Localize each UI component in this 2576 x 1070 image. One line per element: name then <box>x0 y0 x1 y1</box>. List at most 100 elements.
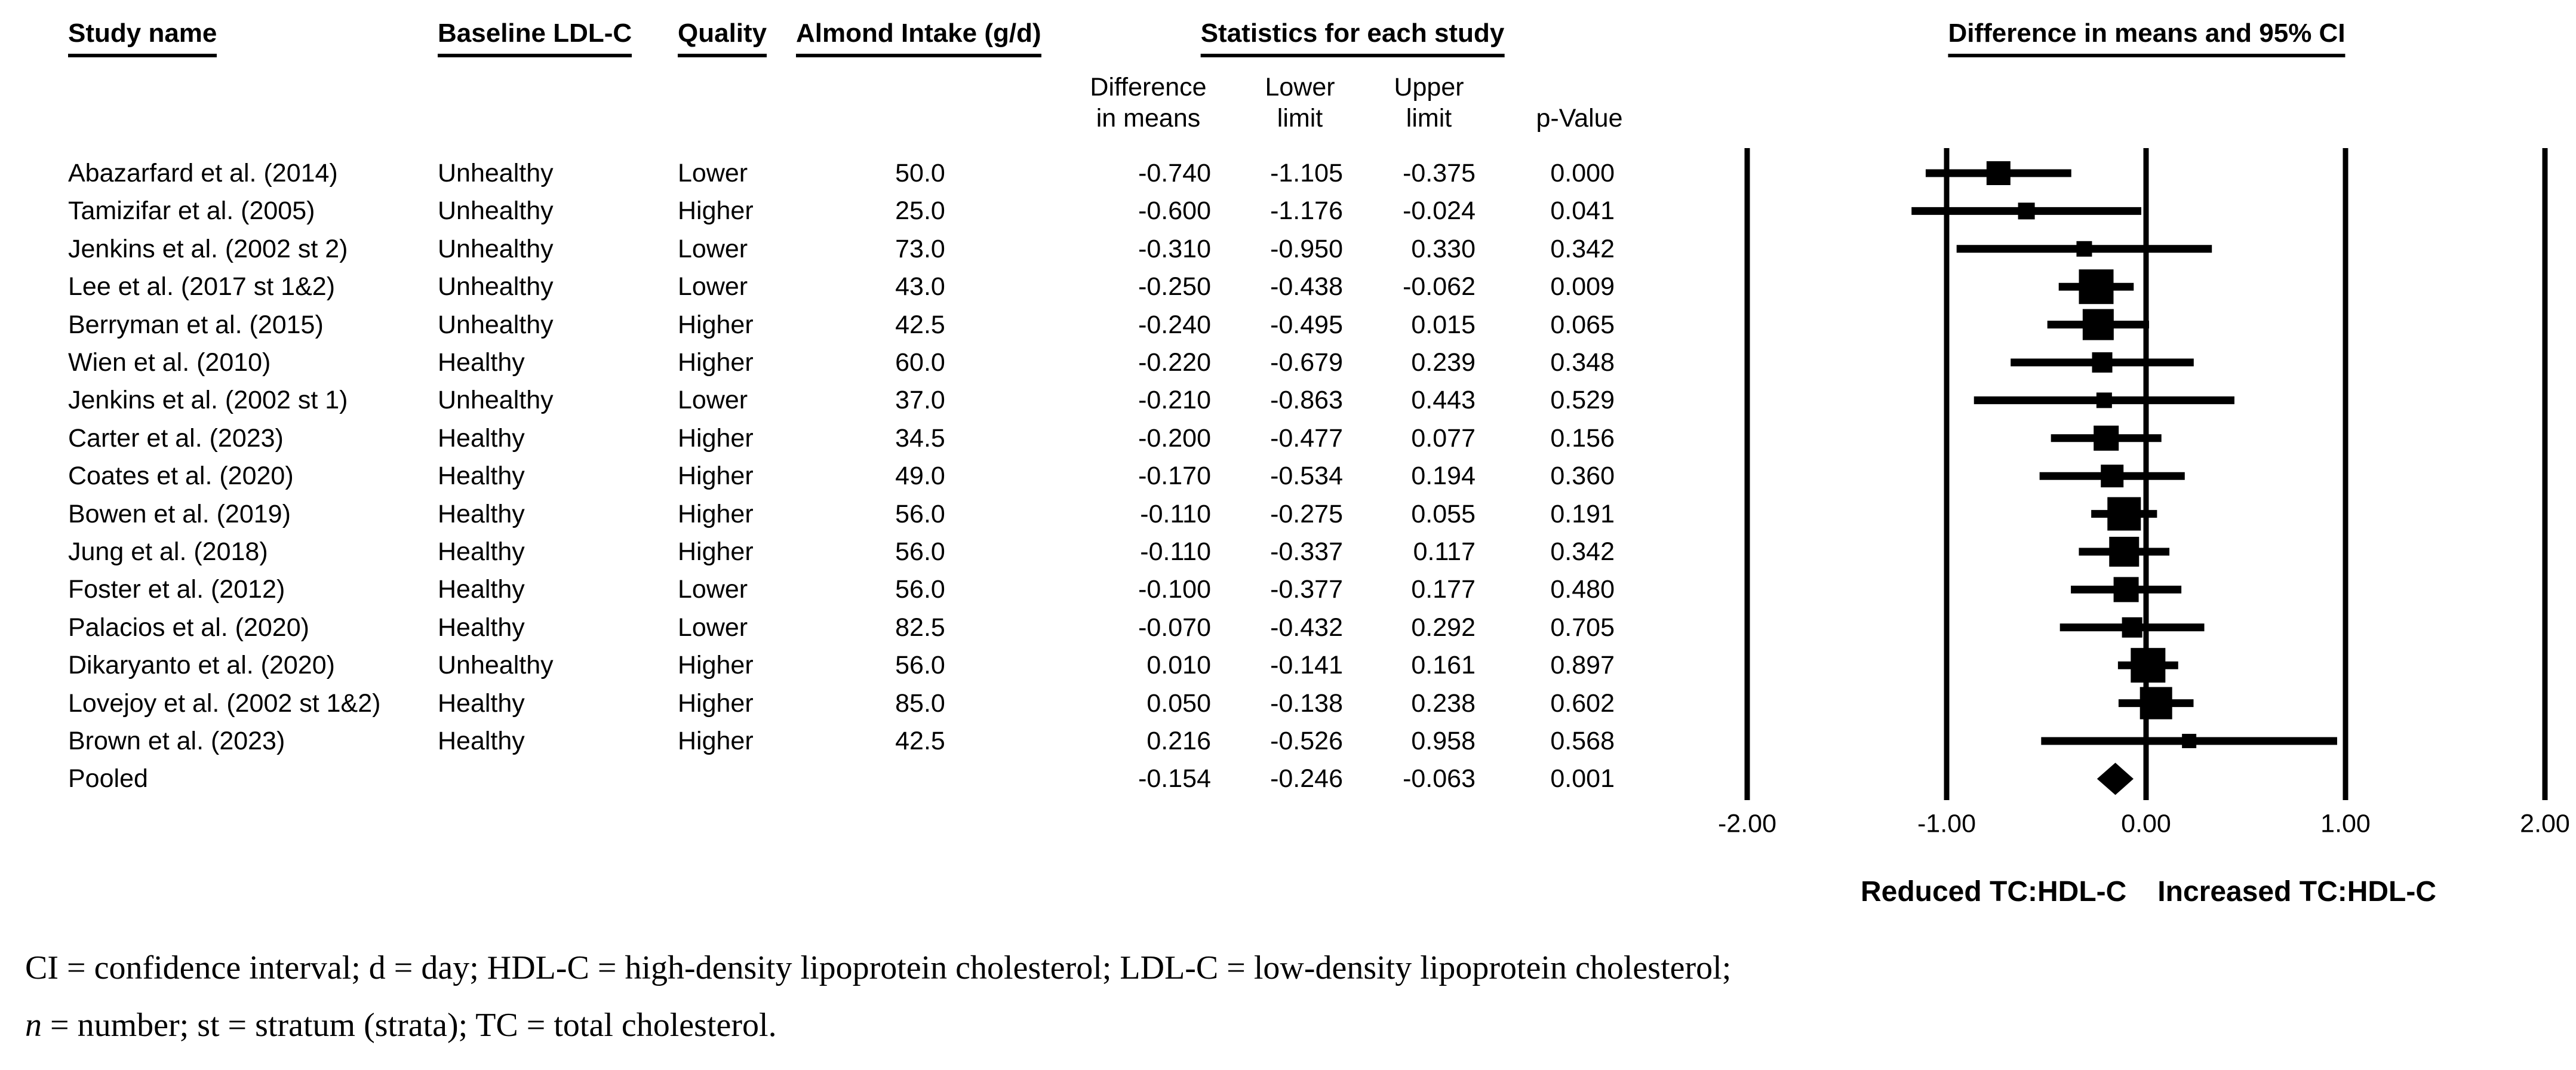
cell-baseline-ldl-c: Healthy <box>438 423 525 453</box>
cell-lower-limit: -0.377 <box>1270 575 1343 604</box>
subheader-upper-line2: limit <box>1406 104 1452 133</box>
cell-upper-limit: 0.292 <box>1411 613 1475 642</box>
cell-lower-limit: -0.495 <box>1270 310 1343 339</box>
weight-square <box>2131 648 2166 683</box>
footnote-n-italic: n <box>25 1007 42 1044</box>
table-row: Coates et al. (2020) Healthy Higher 49.0… <box>0 457 1672 495</box>
cell-almond-intake: 37.0 <box>895 386 945 415</box>
cell-p-value: 0.897 <box>1550 651 1615 680</box>
cell-p-value: 0.568 <box>1550 727 1615 755</box>
col-header-almond-intake: Almond Intake (g/d) <box>796 18 1041 57</box>
cell-almond-intake: 56.0 <box>895 537 945 566</box>
cell-difference-in-means: -0.100 <box>1138 575 1211 604</box>
cell-quality: Higher <box>678 727 754 755</box>
cell-p-value: 0.342 <box>1550 537 1615 566</box>
footnote-line-2: n = number; st = stratum (strata); TC = … <box>25 1006 777 1045</box>
cell-study-name: Wien et al. (2010) <box>68 348 271 377</box>
subheader-lower-line1: Lower <box>1265 73 1335 102</box>
cell-p-value: 0.529 <box>1550 386 1615 415</box>
cell-almond-intake: 73.0 <box>895 234 945 263</box>
weight-square <box>2101 465 2124 488</box>
cell-difference-in-means: -0.220 <box>1138 348 1211 377</box>
cell-almond-intake: 34.5 <box>895 423 945 453</box>
cell-baseline-ldl-c: Healthy <box>438 613 525 642</box>
cell-p-value: 0.156 <box>1550 423 1615 453</box>
cell-p-value: 0.705 <box>1550 613 1615 642</box>
cell-lower-limit: -0.477 <box>1270 423 1343 453</box>
cell-baseline-ldl-c: Healthy <box>438 575 525 604</box>
cell-difference-in-means: -0.600 <box>1138 196 1211 226</box>
cell-quality: Higher <box>678 462 754 491</box>
table-row: Bowen et al. (2019) Healthy Higher 56.0 … <box>0 495 1672 533</box>
weight-square <box>2096 392 2112 408</box>
cell-upper-limit: 0.055 <box>1411 499 1475 528</box>
cell-baseline-ldl-c: Unhealthy <box>438 234 554 263</box>
cell-lower-limit: -0.950 <box>1270 234 1343 263</box>
cell-upper-limit: 0.239 <box>1411 348 1475 377</box>
weight-square <box>1986 161 2011 185</box>
cell-difference-in-means: 0.010 <box>1146 651 1211 680</box>
cell-p-value: 0.000 <box>1550 159 1615 187</box>
weight-square <box>2076 241 2092 257</box>
cell-upper-limit: 0.194 <box>1411 462 1475 491</box>
cell-lower-limit: -0.526 <box>1270 727 1343 755</box>
cell-almond-intake: 56.0 <box>895 499 945 528</box>
subheader-difference-line2: in means <box>1096 104 1201 133</box>
subheader-upper-line1: Upper <box>1394 73 1464 102</box>
cell-difference-in-means: -0.740 <box>1138 159 1211 187</box>
cell-almond-intake: 49.0 <box>895 462 945 491</box>
cell-study-name: Berryman et al. (2015) <box>68 310 324 339</box>
cell-baseline-ldl-c: Unhealthy <box>438 310 554 339</box>
cell-upper-limit: 0.330 <box>1411 234 1475 263</box>
cell-upper-limit: 0.077 <box>1411 423 1475 453</box>
cell-difference-in-means: -0.170 <box>1138 462 1211 491</box>
subheader-p-value: p-Value <box>1536 104 1623 133</box>
cell-study-name: Coates et al. (2020) <box>68 462 294 491</box>
weight-square <box>2094 425 2119 451</box>
cell-upper-limit: -0.063 <box>1403 764 1475 794</box>
cell-quality: Higher <box>678 499 754 528</box>
cell-p-value: 0.009 <box>1550 272 1615 302</box>
weight-square <box>2079 269 2114 305</box>
col-header-baseline-ldl-c: Baseline LDL-C <box>438 18 632 57</box>
cell-upper-limit: 0.177 <box>1411 575 1475 604</box>
table-row: Jung et al. (2018) Healthy Higher 56.0 -… <box>0 533 1672 571</box>
cell-baseline-ldl-c: Healthy <box>438 348 525 377</box>
cell-study-name: Lee et al. (2017 st 1&2) <box>68 272 336 302</box>
cell-lower-limit: -0.138 <box>1270 688 1343 718</box>
weight-square <box>2082 309 2114 340</box>
cell-study-name: Palacios et al. (2020) <box>68 613 309 642</box>
cell-lower-limit: -0.534 <box>1270 462 1343 491</box>
table-row: Foster et al. (2012) Healthy Lower 56.0 … <box>0 570 1672 608</box>
cell-study-name: Jenkins et al. (2002 st 2) <box>68 234 348 263</box>
cell-quality: Higher <box>678 348 754 377</box>
cell-p-value: 0.065 <box>1550 310 1615 339</box>
cell-study-name: Dikaryanto et al. (2020) <box>68 651 335 680</box>
cell-difference-in-means: 0.050 <box>1146 688 1211 718</box>
cell-study-name: Jung et al. (2018) <box>68 537 268 566</box>
cell-lower-limit: -0.679 <box>1270 348 1343 377</box>
axis-tick-label: 1.00 <box>2320 809 2371 838</box>
cell-baseline-ldl-c: Unhealthy <box>438 272 554 302</box>
cell-p-value: 0.480 <box>1550 575 1615 604</box>
cell-p-value: 0.602 <box>1550 688 1615 718</box>
table-row: Brown et al. (2023) Healthy Higher 42.5 … <box>0 722 1672 760</box>
table-row: Carter et al. (2023) Healthy Higher 34.5… <box>0 419 1672 457</box>
cell-study-name: Carter et al. (2023) <box>68 423 284 453</box>
weight-square <box>2092 352 2113 373</box>
weight-square <box>2182 734 2197 748</box>
cell-difference-in-means: -0.310 <box>1138 234 1211 263</box>
cell-upper-limit: -0.024 <box>1403 196 1475 226</box>
table-row: Dikaryanto et al. (2020) Unhealthy Highe… <box>0 646 1672 684</box>
subheader-difference-line1: Difference <box>1090 73 1207 102</box>
cell-baseline-ldl-c: Healthy <box>438 537 525 566</box>
cell-quality: Lower <box>678 159 748 187</box>
cell-lower-limit: -0.863 <box>1270 386 1343 415</box>
col-header-quality: Quality <box>678 18 767 57</box>
cell-quality: Higher <box>678 423 754 453</box>
table-row: Tamizifar et al. (2005) Unhealthy Higher… <box>0 192 1672 230</box>
table-row: Palacios et al. (2020) Healthy Lower 82.… <box>0 608 1672 647</box>
cell-upper-limit: -0.062 <box>1403 272 1475 302</box>
col-header-statistics-group: Statistics for each study <box>1200 18 1505 57</box>
